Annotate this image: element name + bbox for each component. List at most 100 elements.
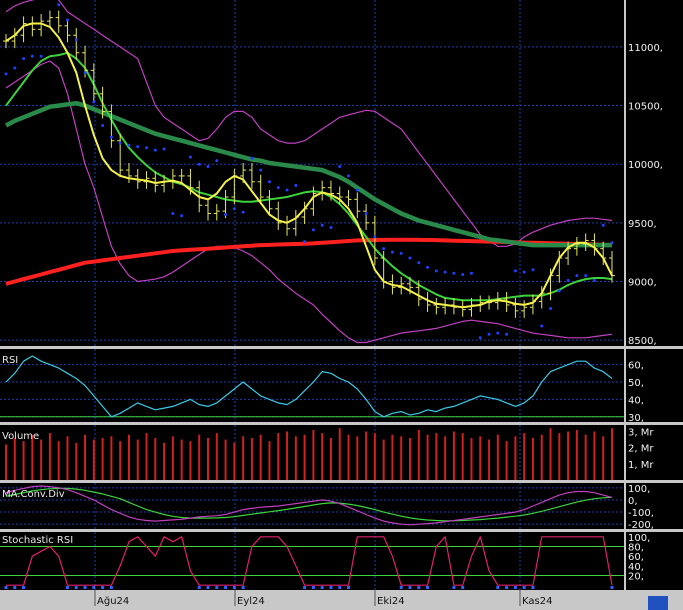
stochastic-oversold-marker	[320, 586, 324, 589]
sar-dot	[162, 147, 166, 151]
sar-dot	[461, 272, 465, 276]
price-axis-label: 9000,	[628, 277, 657, 288]
sar-dot	[531, 268, 535, 272]
stochastic-oversold-marker	[241, 586, 245, 589]
sar-dot	[118, 141, 122, 145]
sar-dot	[232, 207, 236, 211]
stochastic-oversold-marker	[232, 586, 236, 589]
x-axis-label: Ağu24	[97, 595, 129, 607]
bollinger-lower-line	[5, 60, 613, 344]
sar-dot	[347, 174, 351, 178]
sar-dot	[285, 188, 289, 192]
stochastic-oversold-marker	[13, 586, 17, 589]
stochastic-oversold-marker	[461, 586, 465, 589]
stochastic-oversold-marker	[347, 586, 351, 589]
sar-dot	[338, 165, 342, 169]
stochastic-oversold-marker	[338, 586, 342, 589]
stochastic-oversold-marker	[22, 586, 26, 589]
macd-axis-label: -200,	[628, 520, 654, 531]
sar-dot	[505, 332, 509, 336]
sar-dot	[171, 211, 175, 215]
sar-dot	[74, 38, 78, 42]
sar-dot	[434, 269, 438, 273]
rsi-axis-label: 40,	[628, 395, 644, 406]
stochastic-rsi-panel[interactable]	[0, 536, 624, 589]
macd-axis-label: 100,	[628, 484, 650, 495]
macd-axis-label: 0,	[628, 496, 638, 507]
sar-dot	[13, 66, 17, 70]
stochastic-axis-label: 100,	[628, 533, 650, 544]
rsi-axis-label: 50,	[628, 378, 644, 389]
sar-dot	[549, 306, 553, 310]
sar-dot	[109, 135, 113, 139]
y-axis: 11000, 10500, 10000, 9500, 9000, 8500, 60, 50, 4…	[628, 43, 663, 583]
x-axis-label: Eki24	[377, 596, 405, 607]
sar-dot	[153, 148, 157, 152]
sar-dot	[197, 162, 201, 166]
sar-dot	[127, 143, 131, 147]
rsi-line	[5, 355, 613, 418]
macd-line	[5, 485, 613, 526]
sar-dot	[601, 223, 605, 227]
stochastic-oversold-marker	[206, 586, 210, 589]
stochastic-oversold-marker	[215, 586, 219, 589]
sar-dot	[259, 168, 263, 172]
macd-panel[interactable]	[0, 485, 624, 526]
sar-dot	[487, 332, 491, 336]
sar-dot	[83, 71, 87, 75]
sar-dot	[443, 270, 447, 274]
rsi-panel-label: RSI	[2, 355, 18, 366]
sar-dot	[303, 240, 307, 244]
volume-axis-label: 3, Mr	[628, 427, 654, 438]
sar-dot	[22, 57, 26, 61]
sar-dot	[136, 145, 140, 149]
sar-dot	[496, 331, 500, 335]
sar-dot	[101, 123, 105, 127]
stochastic-oversold-marker	[610, 586, 614, 589]
panel-separators	[0, 0, 683, 590]
rsi-axis-label: 30,	[628, 413, 644, 424]
price-axis-label: 10500,	[628, 102, 663, 113]
stochastic-oversold-marker	[109, 586, 113, 589]
stochastic-oversold-marker	[311, 586, 315, 589]
sar-dot	[224, 213, 228, 217]
stochastic-oversold-marker	[4, 586, 8, 589]
rsi-panel[interactable]	[0, 355, 624, 418]
stochastic-oversold-marker	[224, 586, 228, 589]
sar-dot	[540, 324, 544, 328]
sar-dot	[355, 188, 359, 192]
sma-slow-line	[4, 100, 612, 248]
sar-dot	[452, 271, 456, 275]
stochastic-oversold-marker	[74, 586, 78, 589]
sar-dot	[557, 289, 561, 293]
volume-panel[interactable]	[5, 428, 613, 480]
sar-dot	[294, 183, 298, 187]
volume-axis-label: 2, Mr	[628, 444, 654, 455]
price-panel[interactable]	[3, 0, 615, 344]
scroll-button[interactable]	[648, 596, 668, 610]
sar-dot	[417, 261, 421, 265]
stochastic-oversold-marker	[399, 586, 403, 589]
macd-panel-label: MA.Conv.Div	[2, 489, 65, 500]
stochastic-oversold-marker	[417, 586, 421, 589]
price-axis-label: 11000,	[628, 43, 663, 54]
sar-dot	[311, 228, 315, 232]
stochastic-oversold-marker	[329, 586, 333, 589]
x-axis-label: Eyl24	[237, 596, 265, 607]
price-axis-label: 10000,	[628, 160, 663, 171]
stochastic-oversold-marker	[92, 586, 96, 589]
sar-dot	[478, 336, 482, 340]
stochastic-axis-label: 40,	[628, 562, 644, 573]
sar-dot	[513, 269, 517, 273]
sar-dot	[382, 247, 386, 251]
macd-axis-label: -100,	[628, 508, 654, 519]
sar-dot	[215, 159, 219, 163]
sar-dot	[92, 100, 96, 104]
x-axis-bar	[0, 590, 683, 610]
sar-dot	[373, 235, 377, 239]
stochastic-panel-label: Stochastic RSI	[2, 535, 73, 546]
stochastic-oversold-marker	[303, 586, 307, 589]
sar-dot	[57, 3, 61, 7]
sar-dot	[390, 250, 394, 254]
